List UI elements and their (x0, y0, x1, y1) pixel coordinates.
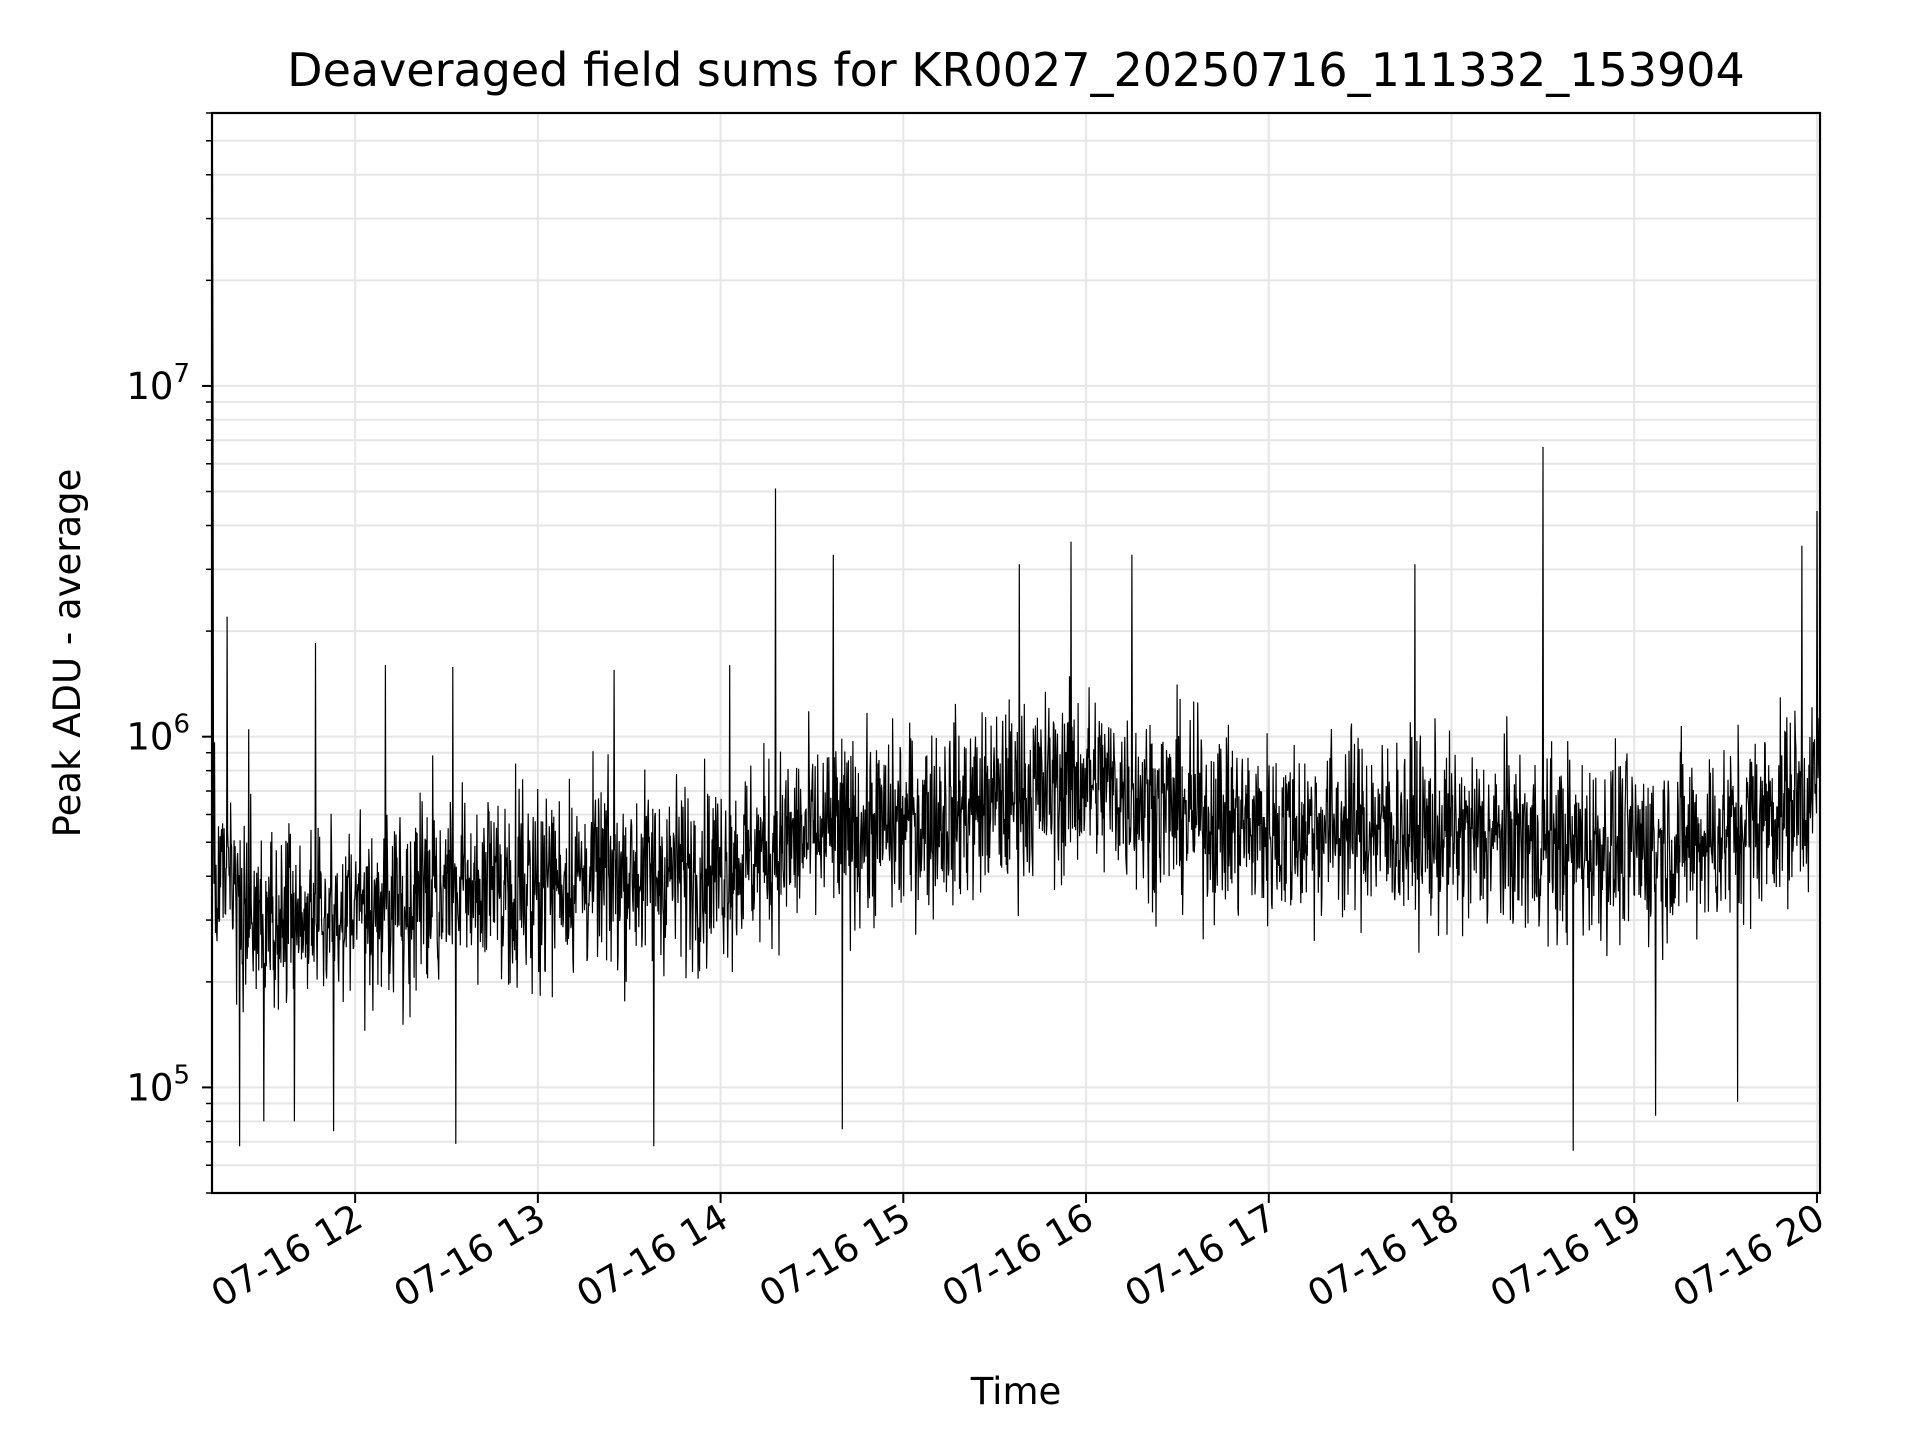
chart-title: Deaveraged field sums for KR0027_2025071… (287, 43, 1745, 97)
y-tick-label: 105 (126, 1060, 190, 1109)
y-tick-label: 106 (126, 710, 190, 759)
plot-area (211, 167, 1821, 1151)
series-line (211, 167, 1821, 1151)
y-axis-label: Peak ADU - average (46, 469, 89, 838)
y-tick-label: 107 (126, 359, 190, 408)
plot-frame (210, 111, 1822, 1195)
x-axis-label: Time (970, 1370, 1062, 1413)
